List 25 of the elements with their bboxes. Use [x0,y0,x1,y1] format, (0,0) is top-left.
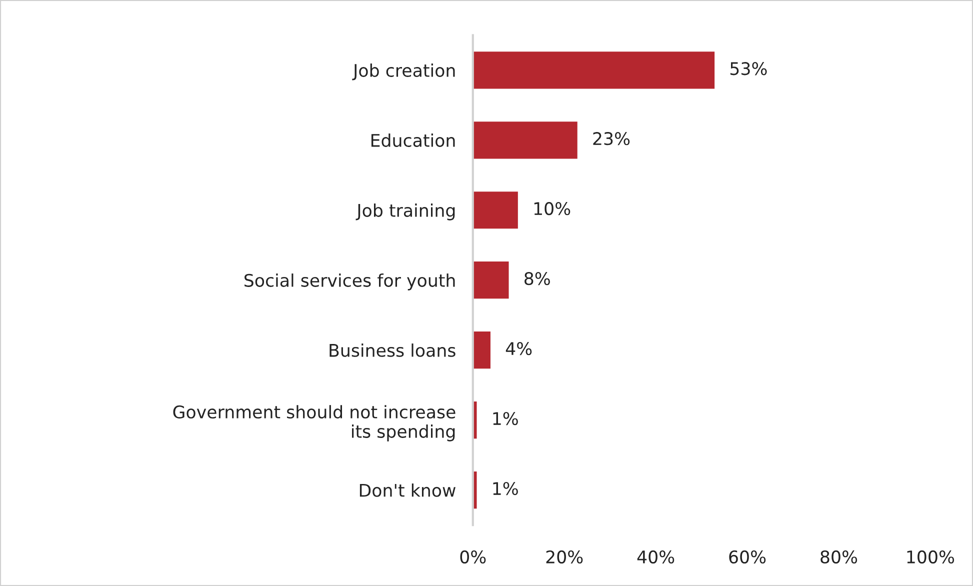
bar [472,120,579,160]
data-label: 53% [730,62,767,76]
x-tick-label: 20% [546,550,583,564]
y-tick-label: Don't know [360,483,456,497]
data-label: 4% [506,342,532,356]
x-tick-label: 40% [637,550,674,564]
y-tick-label: Job training [356,204,455,220]
y-tick-label: Social services for youth [244,274,455,290]
bar [472,260,510,300]
data-label: 8% [524,272,550,286]
x-tick-label: 80% [820,550,858,564]
data-label: 23% [593,132,630,146]
data-label: 10% [534,202,570,216]
x-tick-label: 60% [729,550,766,564]
x-tick-label: 100% [907,550,954,564]
y-tick-label: Business loans [330,343,456,357]
bar [472,50,716,90]
x-tick-label: 0% [460,550,486,564]
data-label: 1% [493,412,518,426]
y-tick-label: Government should not increase its spending [173,405,456,442]
data-label: 1% [493,482,518,496]
bar [472,330,492,370]
y-tick-label: Job creation [352,64,455,80]
y-tick-label: Education [371,134,455,147]
bar [472,190,520,230]
